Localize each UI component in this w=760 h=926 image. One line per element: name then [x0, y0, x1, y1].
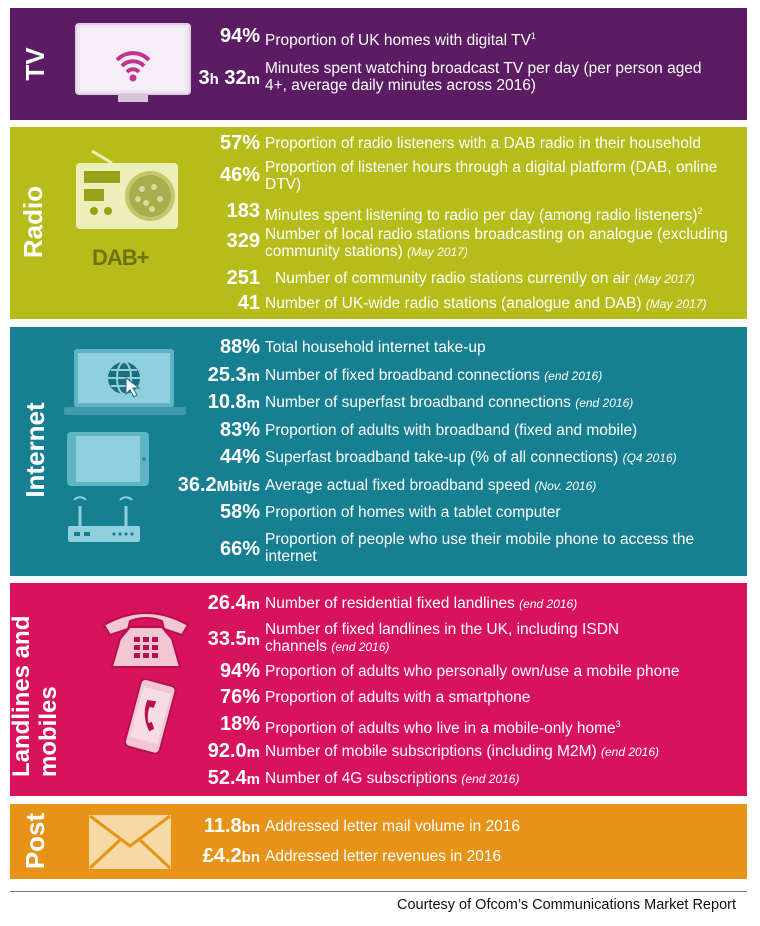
- phones-desc: Proportion of adults who personally own/…: [265, 663, 680, 680]
- phones-value: 92.0m: [207, 740, 260, 762]
- internet-value: 83%: [219, 419, 260, 441]
- phones-value: 52.4m: [207, 767, 260, 789]
- phones-desc: Number of fixed landlines in the UK, inc…: [265, 621, 620, 655]
- wifi-television-icon: [75, 23, 191, 102]
- tablet-icon: [67, 432, 149, 486]
- internet-desc: Average actual fixed broadband speed (No…: [265, 477, 597, 494]
- post-desc: Addressed letter mail volume in 2016: [265, 818, 521, 835]
- phones-desc: Number of 4G subscriptions (end 2016): [265, 770, 520, 787]
- phones-panel: Landlines and mobiles 26.4m Number of re…: [8, 583, 747, 796]
- radio-desc: Number of local radio stations broadcast…: [265, 226, 728, 260]
- radio-desc: Proportion of listener hours through a d…: [265, 159, 718, 193]
- phones-value: 26.4m: [207, 592, 260, 614]
- post-desc: Addressed letter revenues in 2016: [265, 848, 502, 865]
- phones-value: 94%: [219, 660, 260, 682]
- radio-desc: Number of UK-wide radio stations (analog…: [265, 295, 707, 312]
- dab-plus-logo: DAB+: [92, 245, 150, 270]
- internet-value: 36.2Mbit/s: [177, 474, 260, 496]
- phones-desc: Proportion of adults with a smartphone: [265, 689, 531, 706]
- mobile-phone-icon: [123, 679, 177, 755]
- internet-desc: Proportion of adults with broadband (fix…: [265, 422, 638, 439]
- radio-title: Radio: [18, 185, 48, 259]
- phones-title: Landlines and mobiles: [8, 615, 62, 777]
- tv-minutes-desc: Minutes spent watching broadcast TV per …: [265, 60, 702, 94]
- envelope-icon: [88, 814, 172, 870]
- internet-desc: Superfast broadband take-up (% of all co…: [265, 449, 677, 466]
- internet-desc: Proportion of homes with a tablet comput…: [265, 504, 561, 521]
- radio-set-icon: [76, 149, 178, 229]
- laptop-globe-icon: [64, 349, 186, 415]
- radio-value: 41: [237, 292, 260, 314]
- phones-value: 18%: [219, 713, 260, 735]
- router-icon: [68, 496, 140, 542]
- radio-value: 46%: [219, 164, 260, 186]
- radio-desc: Minutes spent listening to radio per day…: [265, 206, 703, 225]
- tv-digital-value: 94%: [219, 25, 260, 47]
- footer-divider: [10, 891, 747, 892]
- radio-desc: Number of community radio stations curre…: [275, 270, 695, 287]
- internet-desc: Number of superfast broadband connection…: [265, 394, 634, 411]
- radio-desc: Proportion of radio listeners with a DAB…: [265, 135, 701, 152]
- tv-digital-desc: Proportion of UK homes with digital TV1: [265, 31, 536, 50]
- phones-desc: Number of mobile subscriptions (includin…: [265, 743, 660, 760]
- radio-value: 57%: [219, 132, 260, 154]
- footer-credit: Courtesy of Ofcom’s Communications Marke…: [397, 897, 736, 913]
- internet-desc: Number of fixed broadband connections (e…: [265, 367, 603, 384]
- radio-value: 329: [226, 230, 260, 252]
- post-value: £4.2bn: [202, 845, 260, 867]
- radio-value: 183: [226, 200, 260, 222]
- internet-title: Internet: [20, 402, 50, 498]
- internet-value: 44%: [219, 446, 260, 468]
- radio-value: 251: [226, 267, 260, 289]
- post-panel: Post 11.8bn Addressed letter mail volume…: [10, 804, 747, 879]
- internet-value: 88%: [219, 336, 260, 358]
- tv-minutes-value: 3h 32m: [198, 67, 260, 89]
- tv-panel: TV 94% Proportion of UK homes with digit…: [10, 8, 747, 120]
- radio-panel: Radio DAB+ 57% Proportion of radio liste…: [10, 127, 747, 319]
- landline-telephone-icon: [102, 612, 190, 668]
- phones-desc: Proportion of adults who live in a mobil…: [265, 719, 621, 738]
- internet-panel: Internet 88% Total household internet ta…: [10, 327, 747, 576]
- internet-value: 25.3m: [207, 364, 260, 386]
- post-title: Post: [20, 812, 50, 870]
- tv-title: TV: [20, 47, 50, 81]
- post-value: 11.8bn: [203, 815, 260, 837]
- phones-desc: Number of residential fixed landlines (e…: [265, 595, 578, 612]
- phones-value: 33.5m: [207, 628, 260, 650]
- internet-value: 66%: [219, 538, 260, 560]
- internet-value: 10.8m: [207, 391, 260, 413]
- internet-desc: Total household internet take-up: [265, 339, 486, 356]
- internet-desc: Proportion of people who use their mobil…: [265, 531, 695, 565]
- phones-value: 76%: [219, 686, 260, 708]
- internet-value: 58%: [219, 501, 260, 523]
